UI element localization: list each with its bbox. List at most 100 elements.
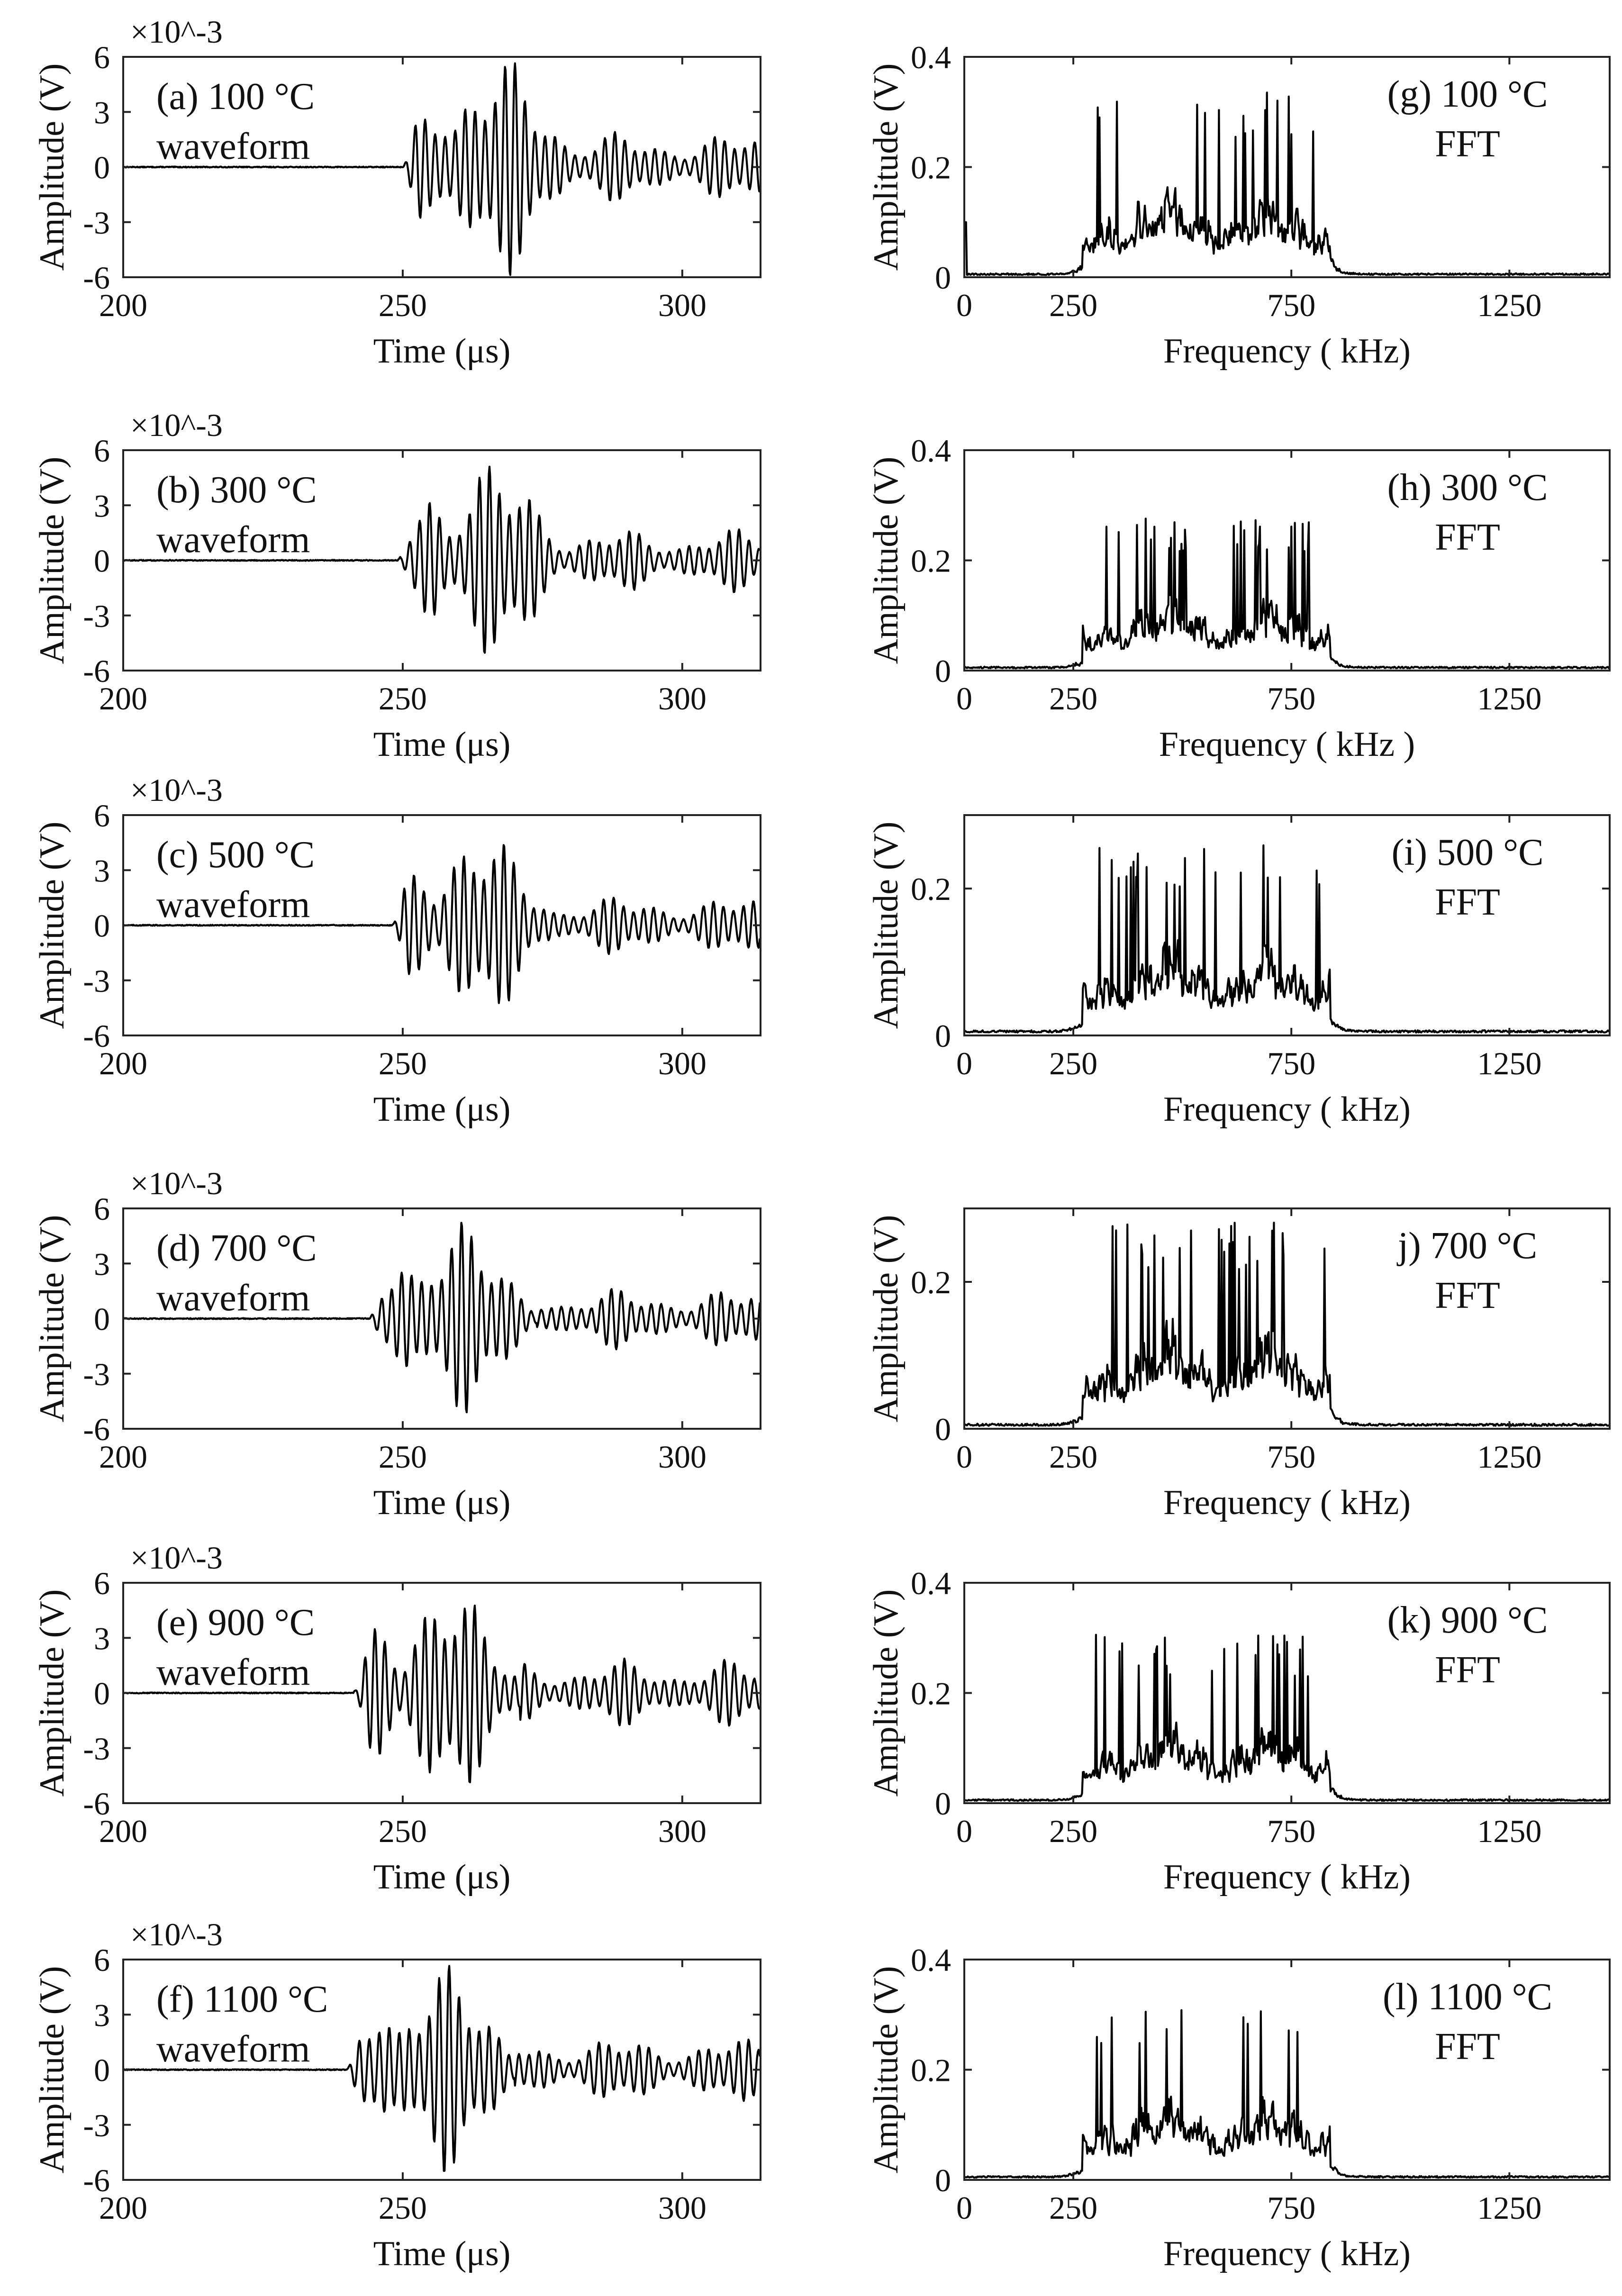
x-tick-label-d-200: 200 bbox=[99, 1439, 147, 1475]
y-axis-label-g: Amplitude (V) bbox=[867, 64, 906, 271]
x-tick-label-g-1250: 1250 bbox=[1477, 287, 1541, 323]
y-tick-label-i-0.2: 0.2 bbox=[911, 871, 951, 907]
y-tick-label-g-0.4: 0.4 bbox=[911, 39, 951, 75]
x-tick-label-l-0: 0 bbox=[956, 2190, 972, 2226]
y-tick-label-d-3: 3 bbox=[94, 1246, 110, 1282]
y-tick-label-b--3: -3 bbox=[83, 598, 110, 634]
x-axis-label-g: Frequency ( kHz) bbox=[1163, 332, 1411, 371]
y-tick-label-l-0.2: 0.2 bbox=[911, 2052, 951, 2088]
y-tick-label-h-0.4: 0.4 bbox=[911, 433, 951, 469]
chart-panel-c: 200 250 300 6 3 0 -3 -6 Time (μs) Amplitude (V) ×1… bbox=[33, 772, 761, 1129]
panel-sublabel-e: waveform bbox=[156, 1652, 310, 1693]
x-tick-label-l-750: 750 bbox=[1267, 2190, 1315, 2226]
x-axis-label-d: Time (μs) bbox=[373, 1483, 511, 1522]
y-tick-label-d--3: -3 bbox=[83, 1356, 110, 1392]
y-tick-label-c-0: 0 bbox=[94, 908, 110, 944]
y-tick-label-b-3: 3 bbox=[94, 488, 110, 524]
series-line-f bbox=[123, 1965, 761, 2172]
x-tick-label-g-0: 0 bbox=[956, 287, 972, 323]
y-tick-label-d-6: 6 bbox=[94, 1191, 110, 1227]
panel-label-l: (l) 1100 °C bbox=[1383, 1976, 1552, 2018]
panel-sublabel-h: FFT bbox=[1435, 517, 1500, 558]
x-tick-label-f-200: 200 bbox=[99, 2190, 147, 2226]
chart-panel-a: 200 250 300 6 3 0 -3 -6 Time (μs) Amplitude (V) ×1… bbox=[33, 14, 761, 371]
y-tick-label-k-0.4: 0.4 bbox=[911, 1565, 951, 1601]
y-axis-label-h: Amplitude (V) bbox=[867, 457, 906, 664]
y-tick-label-f-6: 6 bbox=[94, 1942, 110, 1978]
chart-panel-k: 0 250 750 1250 0.4 0.2 0 Frequency ( kHz) Amplit… bbox=[867, 1565, 1611, 1897]
y-tick-label-k-0: 0 bbox=[935, 1786, 951, 1822]
x-axis-label-j: Frequency ( kHz) bbox=[1163, 1483, 1411, 1522]
x-tick-label-l-250: 250 bbox=[1049, 2190, 1097, 2226]
y-tick-label-g-0: 0 bbox=[935, 260, 951, 296]
x-axis-label-a: Time (μs) bbox=[373, 332, 511, 371]
panel-label-h: (h) 300 °C bbox=[1387, 467, 1548, 508]
chart-panel-l: 0 250 750 1250 0.4 0.2 0 Frequency ( kHz) Amplit… bbox=[867, 1942, 1611, 2273]
x-tick-label-e-250: 250 bbox=[379, 1813, 427, 1849]
panel-label-a: (a) 100 °C bbox=[156, 76, 315, 118]
y-tick-label-a-0: 0 bbox=[94, 150, 110, 186]
x-tick-label-a-200: 200 bbox=[99, 287, 147, 323]
x-tick-label-e-300: 300 bbox=[658, 1813, 707, 1849]
x-tick-label-f-300: 300 bbox=[658, 2190, 707, 2226]
series-line-a bbox=[123, 62, 761, 276]
panel-label-b: (b) 300 °C bbox=[156, 469, 317, 511]
plot-frame-i bbox=[963, 814, 1611, 1036]
series-line-d bbox=[122, 1222, 761, 1414]
y-tick-label-c--6: -6 bbox=[83, 1018, 110, 1054]
exponent-label-f: ×10^-3 bbox=[130, 1916, 223, 1952]
y-tick-label-j-0.2: 0.2 bbox=[911, 1264, 951, 1300]
y-tick-label-b--6: -6 bbox=[83, 653, 110, 689]
y-tick-label-a-6: 6 bbox=[94, 39, 110, 75]
panel-label-e: (e) 900 °C bbox=[156, 1602, 315, 1643]
y-axis-label-b: Amplitude (V) bbox=[33, 457, 72, 664]
x-axis-label-k: Frequency ( kHz) bbox=[1163, 1858, 1411, 1897]
x-tick-label-h-0: 0 bbox=[956, 681, 972, 717]
y-tick-label-e-0: 0 bbox=[94, 1676, 110, 1712]
panel-sublabel-i: FFT bbox=[1435, 881, 1500, 923]
x-tick-label-d-300: 300 bbox=[658, 1439, 707, 1475]
plot-frame-j bbox=[963, 1207, 1611, 1430]
series-line-i bbox=[963, 844, 1611, 1034]
exponent-label-e: ×10^-3 bbox=[130, 1540, 223, 1576]
y-tick-label-c--3: -3 bbox=[83, 963, 110, 999]
exponent-label-b: ×10^-3 bbox=[130, 407, 223, 443]
panel-label-d: (d) 700 °C bbox=[156, 1227, 317, 1269]
y-tick-label-h-0: 0 bbox=[935, 653, 951, 689]
y-tick-label-d--6: -6 bbox=[83, 1411, 110, 1447]
y-tick-label-g-0.2: 0.2 bbox=[911, 150, 951, 186]
x-tick-label-j-750: 750 bbox=[1267, 1439, 1315, 1475]
y-tick-label-b-0: 0 bbox=[94, 543, 110, 579]
y-axis-label-f: Amplitude (V) bbox=[33, 1966, 72, 2174]
y-tick-label-e-6: 6 bbox=[94, 1565, 110, 1601]
y-axis-label-l: Amplitude (V) bbox=[867, 1966, 906, 2174]
series-line-b bbox=[123, 465, 761, 654]
x-tick-label-c-300: 300 bbox=[658, 1045, 707, 1081]
x-axis-label-f: Time (μs) bbox=[373, 2234, 511, 2273]
x-axis-label-l: Frequency ( kHz) bbox=[1163, 2234, 1411, 2273]
chart-panel-e: 200 250 300 6 3 0 -3 -6 Time (μs) Amplitude (V) ×1… bbox=[33, 1540, 761, 1897]
x-tick-label-j-250: 250 bbox=[1049, 1439, 1097, 1475]
panel-label-i: (i) 500 °C bbox=[1392, 832, 1544, 873]
x-tick-label-k-250: 250 bbox=[1049, 1813, 1097, 1849]
panel-sublabel-f: waveform bbox=[156, 2028, 310, 2070]
y-tick-label-a--3: -3 bbox=[83, 205, 110, 241]
series-line-g bbox=[964, 91, 1610, 276]
chart-panel-d: 200 250 300 6 3 0 -3 -6 Time (μs) Amplitude (V) ×1… bbox=[33, 1165, 761, 1522]
x-tick-label-g-250: 250 bbox=[1049, 287, 1097, 323]
x-tick-label-a-300: 300 bbox=[658, 287, 707, 323]
y-axis-label-d: Amplitude (V) bbox=[33, 1215, 72, 1423]
panel-sublabel-g: FFT bbox=[1435, 123, 1500, 165]
y-tick-label-e--3: -3 bbox=[83, 1731, 110, 1767]
chart-panel-i: 0 250 750 1250 0.2 0 Frequency ( kHz) Amplitude… bbox=[867, 814, 1611, 1129]
y-tick-label-c-3: 3 bbox=[94, 853, 110, 889]
y-tick-label-j-0: 0 bbox=[935, 1411, 951, 1447]
series-line-l bbox=[963, 2009, 1611, 2179]
exponent-label-d: ×10^-3 bbox=[130, 1165, 223, 1201]
x-tick-label-i-250: 250 bbox=[1049, 1045, 1097, 1081]
y-tick-label-l-0: 0 bbox=[935, 2162, 951, 2198]
x-tick-label-c-250: 250 bbox=[379, 1045, 427, 1081]
x-tick-label-k-1250: 1250 bbox=[1477, 1813, 1541, 1849]
chart-panel-f: 200 250 300 6 3 0 -3 -6 Time (μs) Amplitude (V) ×1… bbox=[33, 1916, 761, 2273]
